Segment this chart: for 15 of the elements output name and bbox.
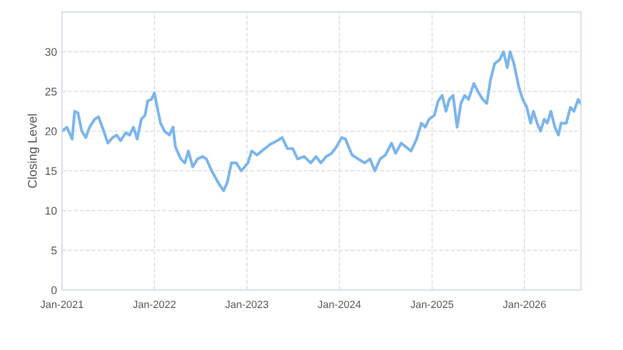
y-tick-label: 15 [46, 167, 57, 175]
y-tick-label: 5 [51, 246, 57, 254]
y-tick-label: 0 [51, 286, 57, 294]
x-tick-label: Jan-2022 [132, 300, 176, 308]
x-tick-label: Jan-2023 [225, 300, 268, 308]
y-tick-label: 10 [46, 206, 57, 215]
y-axis-title: Closing Level [28, 114, 40, 188]
line-series [62, 50, 581, 192]
y-tick-label: 30 [45, 48, 57, 56]
x-tick-label: Jan-2021 [40, 300, 84, 308]
y-tick-label: 20 [45, 127, 57, 136]
x-tick-label: Jan-2025 [410, 300, 454, 308]
y-tick-label: 25 [45, 88, 57, 96]
x-tick-label: Jan-2024 [318, 300, 361, 308]
x-tick-label: Jan-2026 [502, 300, 546, 308]
